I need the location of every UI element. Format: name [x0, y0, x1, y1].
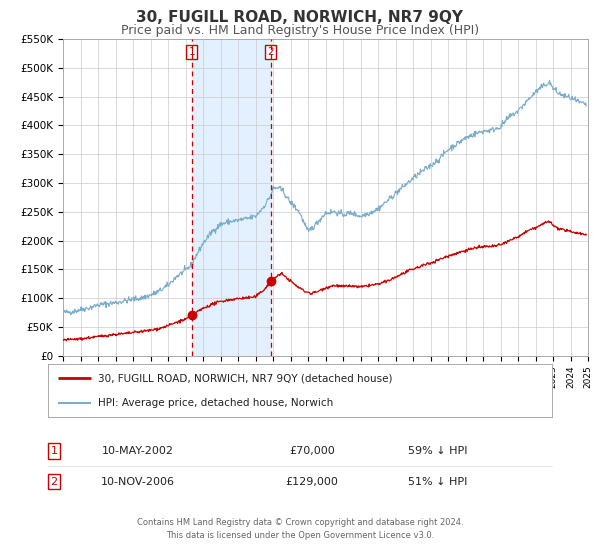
Text: HPI: Average price, detached house, Norwich: HPI: Average price, detached house, Norw…	[98, 398, 334, 408]
Text: 10-MAY-2002: 10-MAY-2002	[102, 446, 174, 456]
Text: 1: 1	[50, 446, 58, 456]
Text: £70,000: £70,000	[289, 446, 335, 456]
Text: Contains HM Land Registry data © Crown copyright and database right 2024.
This d: Contains HM Land Registry data © Crown c…	[137, 518, 463, 539]
Text: 1: 1	[188, 47, 195, 57]
Text: 2: 2	[267, 47, 274, 57]
Text: 2: 2	[50, 477, 58, 487]
Text: Price paid vs. HM Land Registry's House Price Index (HPI): Price paid vs. HM Land Registry's House …	[121, 24, 479, 36]
Text: 59% ↓ HPI: 59% ↓ HPI	[408, 446, 468, 456]
Text: 51% ↓ HPI: 51% ↓ HPI	[409, 477, 467, 487]
Text: 30, FUGILL ROAD, NORWICH, NR7 9QY: 30, FUGILL ROAD, NORWICH, NR7 9QY	[137, 10, 464, 25]
Text: 10-NOV-2006: 10-NOV-2006	[101, 477, 175, 487]
Text: 30, FUGILL ROAD, NORWICH, NR7 9QY (detached house): 30, FUGILL ROAD, NORWICH, NR7 9QY (detac…	[98, 374, 393, 384]
Text: £129,000: £129,000	[286, 477, 338, 487]
Bar	[192, 39, 271, 356]
